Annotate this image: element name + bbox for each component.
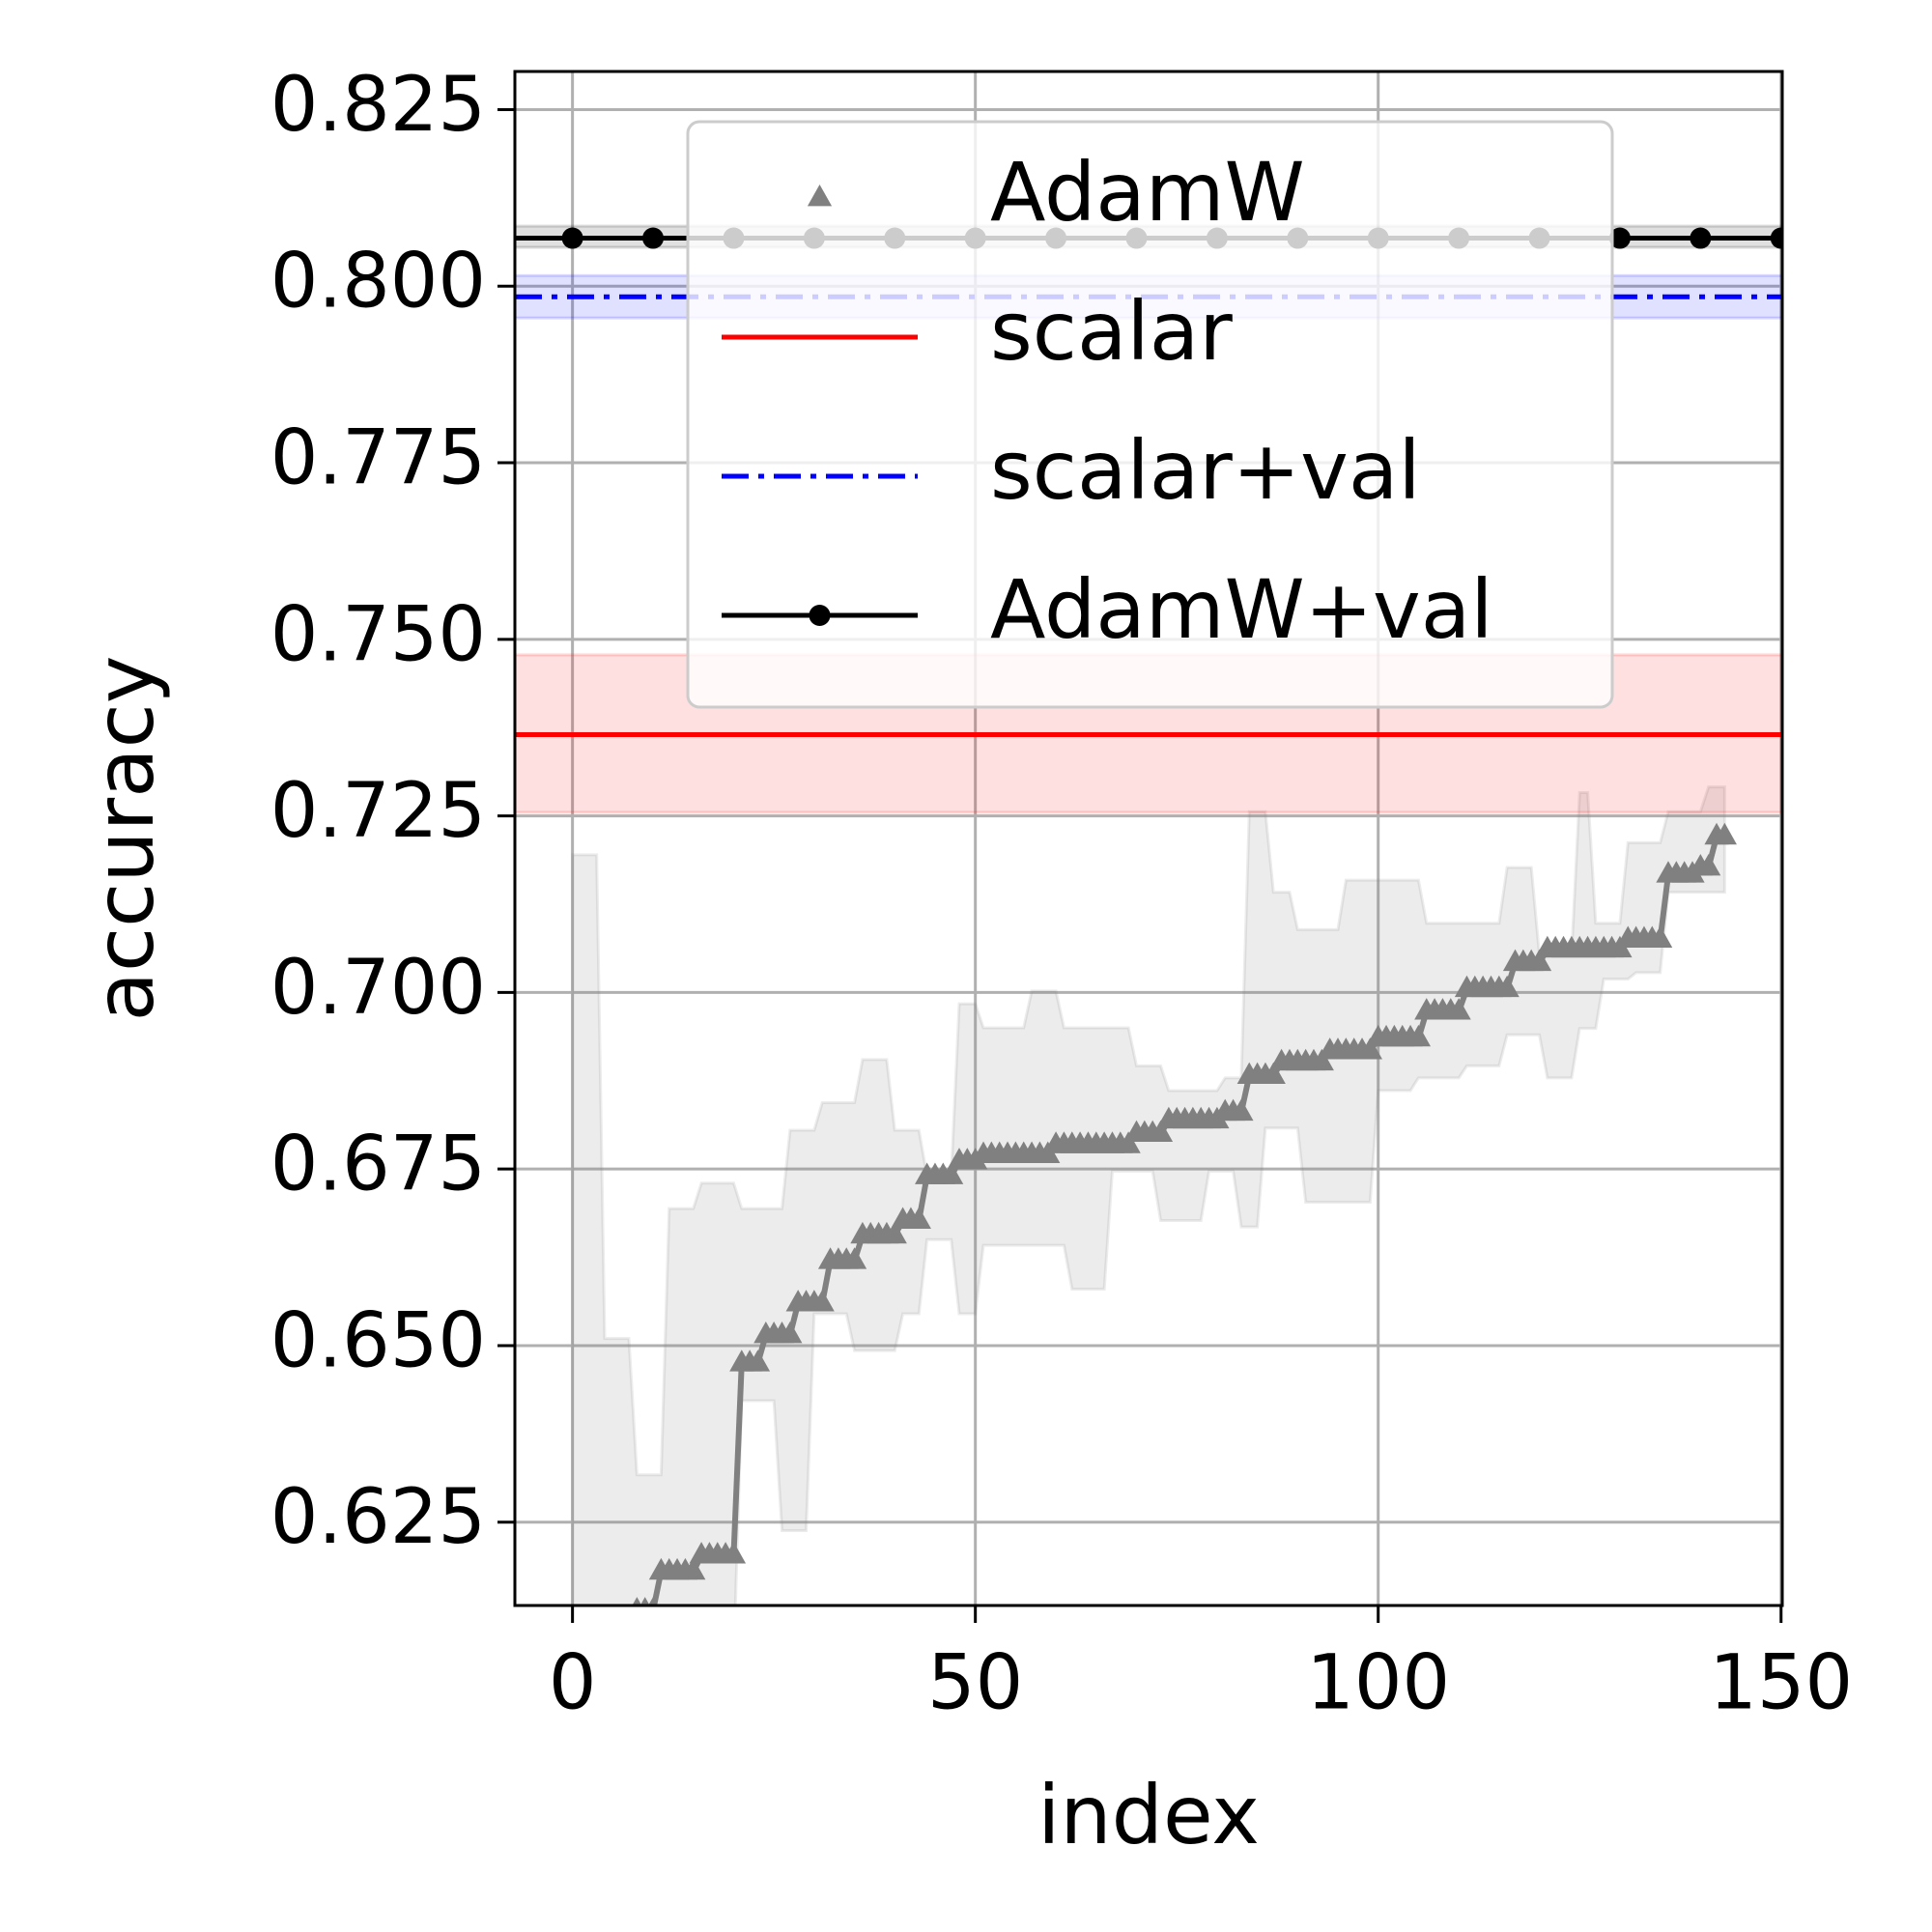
y-tick-label: 0.650 <box>270 1297 486 1384</box>
marker <box>1406 1024 1432 1047</box>
marker <box>1309 1048 1334 1071</box>
legend-label: AdamW <box>990 145 1305 240</box>
marker <box>601 1657 625 1678</box>
y-axis-label: accuracy <box>77 656 172 1022</box>
y-tick-label: 0.675 <box>270 1122 486 1208</box>
marker <box>906 1207 931 1229</box>
x-tick-label: 100 <box>1306 1639 1450 1726</box>
marker <box>561 227 583 249</box>
marker <box>778 1321 803 1344</box>
axes-frame <box>513 70 1784 1607</box>
marker <box>1696 853 1721 876</box>
y-tick-label: 0.700 <box>270 945 486 1032</box>
x-tick-label: 50 <box>927 1639 1023 1726</box>
marker <box>1648 925 1673 948</box>
legend-label: scalar+val <box>990 423 1421 518</box>
marker <box>810 1290 835 1312</box>
marker <box>1229 1098 1254 1122</box>
legend-marker <box>807 185 833 207</box>
marker <box>882 1221 907 1244</box>
marker <box>639 1597 650 1605</box>
legend-label: AdamW+val <box>990 562 1493 657</box>
marker <box>1148 1120 1174 1143</box>
x-tick-label: 150 <box>1709 1639 1853 1726</box>
marker <box>681 1557 706 1580</box>
y-tick-label: 0.775 <box>270 415 486 502</box>
marker <box>1357 1037 1382 1060</box>
y-tick-label: 0.625 <box>270 1474 486 1561</box>
marker <box>648 1597 659 1605</box>
legend-box <box>686 120 1614 709</box>
y-tick-label: 0.750 <box>270 591 486 678</box>
marker <box>1116 1131 1141 1153</box>
marker <box>841 1247 867 1269</box>
marker <box>1526 949 1552 972</box>
marker <box>1494 975 1520 998</box>
marker <box>745 1350 771 1372</box>
marker <box>616 1614 640 1635</box>
marker <box>609 1635 633 1657</box>
marker <box>1770 227 1782 249</box>
marker <box>721 1542 747 1564</box>
marker <box>1261 1062 1286 1085</box>
marker <box>1608 227 1631 249</box>
y-tick-label: 0.825 <box>270 62 486 149</box>
marker <box>560 1791 584 1812</box>
y-tick-label: 0.800 <box>270 239 486 326</box>
legend-label: scalar <box>990 284 1233 379</box>
ticks: 0.625 0.650 0.675 0.700 0.725 0.750 0.775 0.800… <box>270 62 1854 1727</box>
y-tick-label: 0.725 <box>270 768 486 855</box>
legend: AdamW scalar scalar+val AdamW+val <box>686 120 1614 709</box>
legend-marker <box>809 605 831 626</box>
marker <box>1712 822 1737 845</box>
marker <box>1446 998 1471 1020</box>
marker <box>568 1756 592 1777</box>
marker <box>632 1597 642 1605</box>
marker <box>1690 227 1712 249</box>
x-tick-label: 0 <box>549 1639 597 1726</box>
marker <box>939 1162 964 1184</box>
x-axis-label: index <box>1037 1768 1260 1862</box>
error-band <box>571 785 1726 1605</box>
marker <box>642 227 665 249</box>
